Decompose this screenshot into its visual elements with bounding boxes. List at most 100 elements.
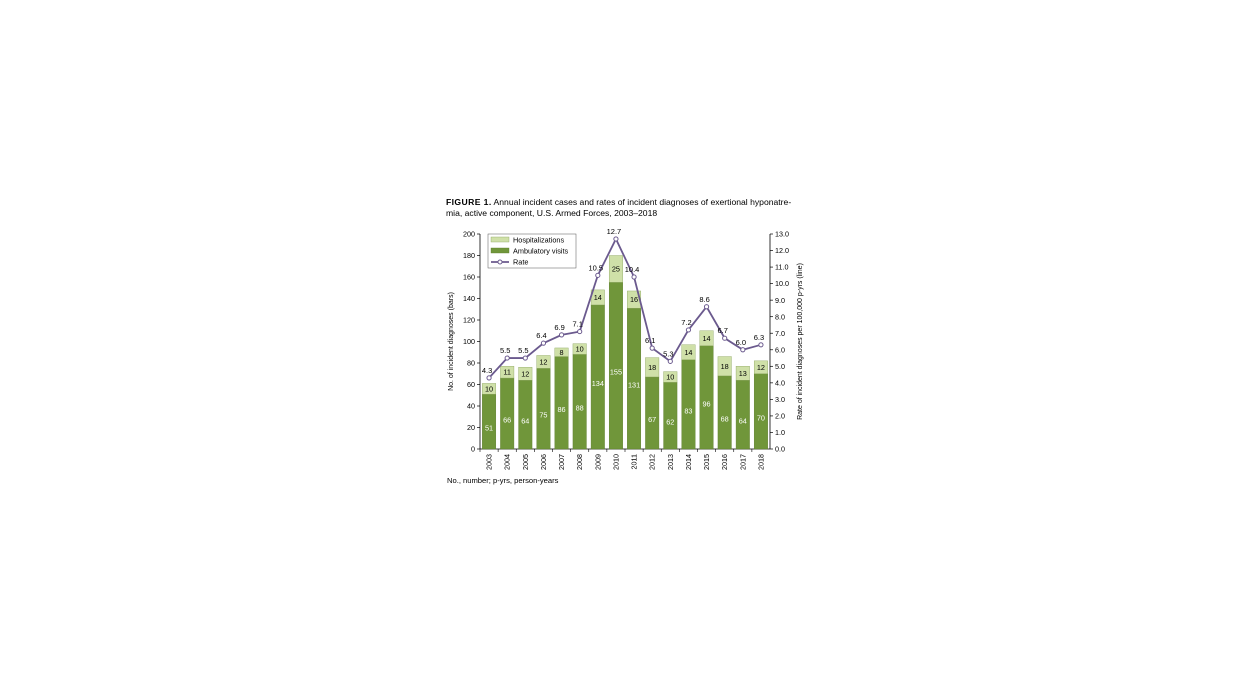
ambulatory-value-label: 96 — [703, 399, 711, 408]
bar-hospitalizations — [536, 355, 551, 369]
x-tick-label: 2010 — [611, 454, 620, 470]
legend-label-hospitalizations: Hospitalizations — [513, 236, 564, 245]
ambulatory-value-label: 155 — [610, 368, 622, 377]
ambulatory-value-label: 51 — [485, 424, 493, 433]
rate-marker — [740, 347, 746, 353]
right-tick-label: 5.0 — [775, 362, 785, 371]
x-tick-label: 2016 — [720, 454, 729, 470]
rate-marker — [613, 236, 619, 242]
bar-hospitalizations — [645, 357, 660, 378]
x-tick-label: 2008 — [575, 454, 584, 470]
bar-ambulatory — [572, 354, 587, 450]
rate-marker — [649, 345, 655, 351]
ambulatory-value-label: 62 — [666, 418, 674, 427]
rate-value-label: 12.7 — [607, 227, 622, 236]
right-tick-label: 0.0 — [775, 445, 785, 454]
figure-label: FIGURE 1. — [446, 197, 492, 207]
left-tick-label: 100 — [463, 337, 475, 346]
bar-ambulatory — [608, 282, 623, 450]
x-tick-label: 2005 — [521, 454, 530, 470]
bar-hospitalizations — [753, 360, 768, 374]
ambulatory-value-label: 66 — [503, 416, 511, 425]
rate-marker — [558, 332, 565, 338]
rate-marker — [504, 355, 510, 361]
right-tick-label: 6.0 — [775, 345, 785, 354]
right-tick-label: 1.0 — [775, 428, 785, 437]
bar-ambulatory — [518, 380, 533, 450]
right-tick-label: 12.0 — [775, 246, 789, 255]
footnote: No., number; p-yrs, person-years — [447, 476, 559, 485]
figure-title: Annual incident cases and rates of incid… — [446, 197, 792, 218]
bar-ambulatory — [482, 393, 497, 450]
rate-value-label: 5.5 — [500, 346, 510, 355]
rate-value-label: 7.2 — [681, 318, 691, 327]
ambulatory-value-label: 68 — [721, 414, 729, 423]
rate-value-label: 6.3 — [754, 333, 764, 342]
ambulatory-value-label: 64 — [739, 417, 747, 426]
left-tick-label: 200 — [463, 230, 475, 239]
right-tick-label: 9.0 — [775, 296, 785, 305]
right-tick-label: 8.0 — [775, 312, 785, 321]
left-tick-label: 180 — [463, 251, 475, 260]
left-tick-label: 120 — [463, 316, 475, 325]
right-tick-label: 4.0 — [775, 378, 785, 387]
bar-hospitalizations — [500, 366, 515, 379]
bar-ambulatory — [753, 373, 768, 450]
rate-marker — [540, 340, 547, 346]
x-tick-label: 2009 — [593, 454, 602, 470]
rate-value-label: 4.3 — [482, 366, 492, 375]
left-tick-label: 140 — [463, 294, 475, 303]
bar-ambulatory — [590, 304, 605, 450]
ambulatory-value-label: 134 — [592, 379, 604, 388]
bar-hospitalizations — [699, 330, 714, 347]
rate-marker — [722, 335, 728, 341]
right-tick-label: 2.0 — [775, 412, 785, 421]
rate-value-label: 10.5 — [589, 263, 604, 272]
left-tick-label: 60 — [467, 380, 475, 389]
hospitalizations-value-label: 10 — [576, 345, 584, 354]
x-tick-label: 2006 — [539, 454, 548, 470]
left-tick-label: 20 — [467, 423, 475, 432]
ambulatory-value-label: 70 — [757, 413, 765, 422]
rate-marker — [703, 304, 710, 310]
hospitalizations-value-label: 16 — [630, 295, 638, 304]
hospitalizations-value-label: 11 — [503, 368, 511, 377]
rate-value-label: 6.1 — [645, 336, 655, 345]
rate-marker — [667, 358, 673, 364]
rate-line — [488, 236, 762, 379]
y-axis-title: No. of incident diagnoses (bars) — [448, 292, 455, 391]
bar-hospitalizations — [627, 290, 642, 309]
x-tick-label: 2012 — [648, 454, 657, 470]
ambulatory-value-label: 83 — [684, 406, 692, 415]
rate-value-label: 5.3 — [663, 349, 673, 358]
hospitalizations-value-label: 14 — [594, 293, 602, 302]
bar-hospitalizations — [608, 255, 623, 283]
left-tick-label: 40 — [467, 402, 475, 411]
rate-marker — [758, 342, 764, 348]
rate-value-label: 6.0 — [736, 338, 746, 347]
rate-marker — [577, 328, 583, 335]
hospitalizations-value-label: 12 — [539, 358, 547, 367]
bar-hospitalizations — [572, 343, 587, 355]
x-tick-label: 2018 — [756, 454, 765, 470]
bar-hospitalizations — [717, 356, 732, 377]
ambulatory-value-label: 67 — [648, 415, 656, 424]
x-tick-label: 2011 — [630, 454, 639, 469]
bar-ambulatory — [500, 377, 515, 450]
x-tick-label: 2013 — [666, 454, 675, 470]
rate-marker — [486, 375, 492, 381]
legend-swatch-hospitalizations — [490, 236, 510, 243]
hospitalizations-value-label: 10 — [666, 373, 674, 382]
legend-swatch-rate-marker — [497, 259, 503, 265]
x-tick-label: 2014 — [684, 454, 693, 470]
legend-swatch-ambulatory — [490, 247, 510, 254]
hospitalizations-value-label: 14 — [684, 348, 692, 357]
rate-value-label: 5.5 — [518, 346, 528, 355]
rate-value-label: 10.4 — [625, 265, 640, 274]
right-tick-label: 7.0 — [775, 329, 785, 338]
bar-ambulatory — [699, 345, 714, 450]
hospitalizations-value-label: 12 — [521, 369, 529, 378]
rate-marker — [685, 327, 692, 333]
bar-ambulatory — [663, 382, 678, 450]
rate-marker — [522, 355, 528, 361]
